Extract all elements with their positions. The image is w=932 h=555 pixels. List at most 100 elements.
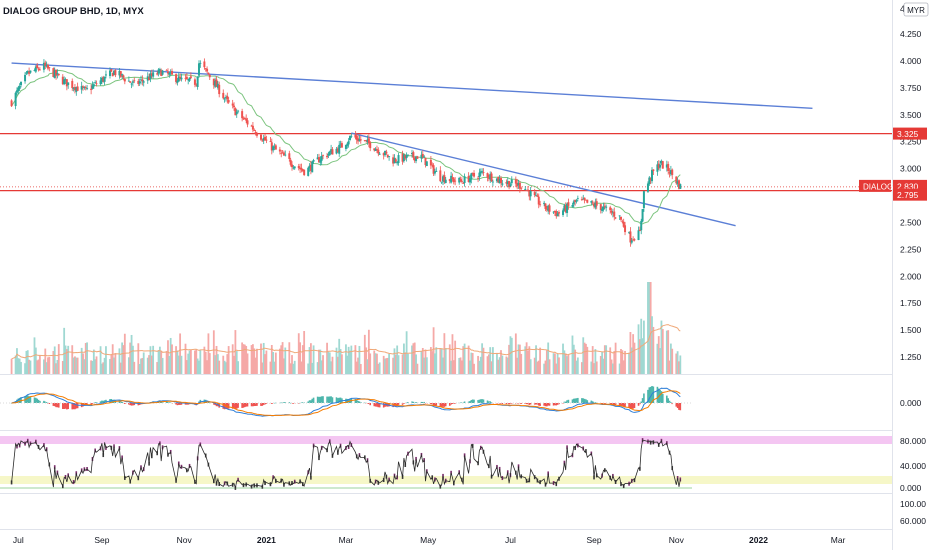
candle-body — [102, 77, 105, 82]
stoch-tick-label: 0.000 — [900, 483, 922, 493]
candle-body — [17, 87, 20, 92]
candle-body — [95, 83, 98, 85]
volume-bar — [496, 353, 498, 374]
macd-hist-bar — [227, 403, 230, 409]
candle-body — [416, 156, 419, 159]
candle-body — [574, 199, 577, 203]
candle-body — [547, 205, 550, 211]
candle-body — [57, 73, 60, 76]
volume-bar — [176, 350, 179, 374]
macd-hist-bar — [331, 397, 334, 403]
candle-body — [311, 161, 314, 173]
volume-bar — [412, 343, 415, 374]
volume-bar — [555, 363, 558, 374]
macd-hist-bar — [28, 396, 30, 403]
trendline[interactable] — [351, 132, 736, 227]
volume-bar — [319, 349, 322, 374]
macd-hist-bar — [302, 402, 304, 403]
macd-hist-bar — [558, 403, 560, 405]
volume-bar — [301, 345, 304, 374]
candle-body — [669, 170, 672, 175]
volume-bar — [216, 354, 219, 374]
level-badge-bg — [893, 188, 927, 201]
volume-bar — [510, 337, 513, 374]
volume-bar — [194, 350, 196, 374]
macd-hist-bar — [467, 401, 470, 403]
candle-body — [421, 153, 424, 158]
candle-body — [216, 83, 219, 88]
volume-bar — [613, 351, 616, 374]
candle-body — [586, 199, 589, 203]
currency-badge[interactable] — [903, 2, 929, 17]
volume-bar — [423, 357, 426, 374]
volume-bar — [61, 360, 64, 374]
volume-bar — [327, 351, 330, 374]
candle-body — [158, 69, 161, 71]
volume-bar — [262, 342, 265, 374]
candle-body — [452, 178, 455, 183]
volume-bar — [94, 359, 97, 374]
candle-body — [638, 229, 641, 232]
volume-bar — [366, 359, 369, 374]
volume-bar — [535, 345, 537, 374]
volume-bar — [26, 350, 29, 374]
macd-hist-bar — [444, 403, 447, 407]
candle-body — [316, 157, 319, 160]
candle-body — [245, 118, 248, 121]
macd-hist-bar — [547, 403, 549, 406]
macd-hist-bar — [18, 397, 21, 403]
volume-bar — [660, 320, 663, 374]
price-tick-label: 1.750 — [900, 298, 922, 308]
volume-bar — [378, 362, 381, 374]
candle-body — [590, 201, 593, 203]
volume-bar — [45, 362, 48, 374]
volume-bar — [316, 362, 319, 374]
volume-bar — [602, 358, 605, 374]
volume-bar — [424, 349, 427, 374]
macd-hist-bar — [462, 402, 465, 404]
volume-bar — [599, 356, 602, 374]
trendline[interactable] — [11, 62, 813, 109]
trendlines[interactable] — [11, 62, 813, 227]
candle-body — [168, 72, 171, 75]
candle-body — [537, 196, 540, 205]
volume-bar — [142, 352, 145, 374]
macd-hist-bar — [244, 403, 246, 408]
candle-body — [67, 82, 70, 85]
candle-body — [377, 149, 380, 154]
macd-hist-bar — [525, 403, 528, 405]
volume-bar — [48, 356, 51, 374]
macd-hist-bar — [448, 403, 451, 406]
candle-body — [280, 152, 283, 154]
macd-hist-bar — [543, 403, 545, 406]
candle-body — [487, 178, 490, 179]
volume-bar — [505, 356, 508, 374]
volume-bar — [118, 348, 121, 374]
volume-bar — [44, 348, 47, 374]
volume-bar — [283, 358, 285, 374]
candle-body — [72, 87, 75, 89]
overbought-band — [0, 436, 892, 444]
volume-bar — [138, 363, 141, 374]
candle-body — [262, 138, 265, 141]
candle-body — [440, 181, 443, 183]
volume-bar — [75, 357, 78, 374]
candle-body — [451, 177, 454, 179]
candle-body — [471, 172, 474, 174]
candle-body — [250, 125, 253, 127]
level-badge: 3.325 — [897, 129, 919, 139]
volume-bar — [420, 351, 423, 374]
stoch-mark — [10, 480, 13, 485]
macd-hist-bar — [527, 403, 529, 405]
volume-bar — [225, 362, 227, 374]
candle-body — [330, 149, 333, 152]
macd-hist-bar — [319, 396, 322, 403]
candle-body — [203, 61, 206, 68]
candle-body — [478, 172, 481, 178]
candle-body — [36, 65, 39, 69]
macd-hist-bar — [586, 400, 589, 403]
macd-hist-bar — [128, 403, 130, 405]
price-tick-label: 3.500 — [900, 110, 922, 120]
